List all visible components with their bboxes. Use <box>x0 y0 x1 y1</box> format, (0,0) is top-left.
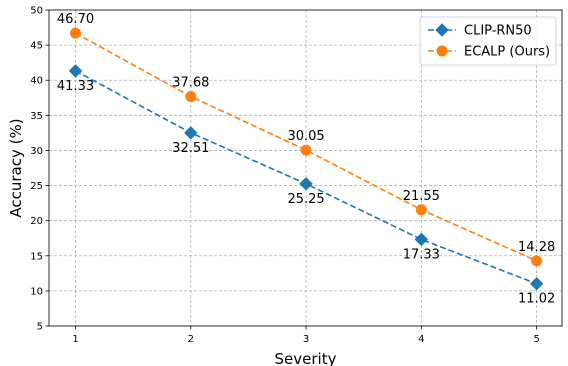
y-tick-label: 30 <box>30 146 43 157</box>
x-axis-title: Severity <box>275 350 337 366</box>
data-point <box>414 232 429 247</box>
x-tick-label: 3 <box>303 334 309 345</box>
data-label: 37.68 <box>172 76 209 91</box>
y-axis: 5 10 15 20 25 30 35 40 45 50 <box>30 6 49 333</box>
plot-area-frame <box>48 9 563 327</box>
series-layer: 41.33 32.51 25.25 17.33 11.02 46.70 37.68 30.05… <box>57 12 555 307</box>
data-label: 17.33 <box>403 247 440 262</box>
data-label: 11.02 <box>518 292 555 307</box>
y-tick-label: 10 <box>30 286 43 297</box>
legend-label: CLIP-RN50 <box>464 24 532 39</box>
y-tick-label: 15 <box>30 251 43 262</box>
legend-label: ECALP (Ours) <box>464 45 550 60</box>
x-axis: 1 2 3 4 5 <box>72 326 540 345</box>
data-label: 30.05 <box>287 129 324 144</box>
data-point <box>184 126 198 140</box>
series-clip-rn50: 41.33 32.51 25.25 17.33 11.02 <box>57 64 555 307</box>
data-point <box>415 204 427 216</box>
data-point <box>68 64 83 78</box>
data-point <box>531 255 543 267</box>
data-point <box>185 91 197 103</box>
data-point <box>299 177 313 191</box>
x-tick-label: 5 <box>533 334 539 345</box>
legend-marker <box>435 23 449 37</box>
y-axis-title: Accuracy (%) <box>7 118 25 217</box>
y-tick-label: 25 <box>30 181 43 192</box>
y-tick-label: 20 <box>30 216 43 227</box>
y-tick-label: 35 <box>30 111 43 122</box>
y-tick-label: 50 <box>30 6 43 17</box>
data-point <box>70 27 82 39</box>
legend-entry: ECALP (Ours) <box>428 45 550 60</box>
data-point <box>300 144 312 156</box>
y-tick-label: 5 <box>37 322 43 333</box>
data-label: 25.25 <box>287 192 324 207</box>
legend-marker <box>436 45 448 57</box>
legend-box <box>419 16 557 66</box>
data-point <box>529 277 544 291</box>
x-tick-label: 1 <box>72 334 78 345</box>
y-tick-label: 45 <box>30 41 43 52</box>
data-label: 21.55 <box>403 189 440 204</box>
data-label: 14.28 <box>518 240 555 255</box>
data-label: 32.51 <box>172 141 209 156</box>
y-tick-label: 40 <box>30 76 43 87</box>
x-tick-label: 4 <box>418 334 424 345</box>
x-tick-label: 2 <box>188 334 194 345</box>
legend: CLIP-RN50 ECALP (Ours) <box>419 16 557 66</box>
legend-entry: CLIP-RN50 <box>428 23 532 39</box>
data-label: 46.70 <box>57 12 94 27</box>
series-ecalp-ours: 46.70 37.68 30.05 21.55 14.28 <box>57 12 555 267</box>
data-label: 41.33 <box>57 79 94 94</box>
